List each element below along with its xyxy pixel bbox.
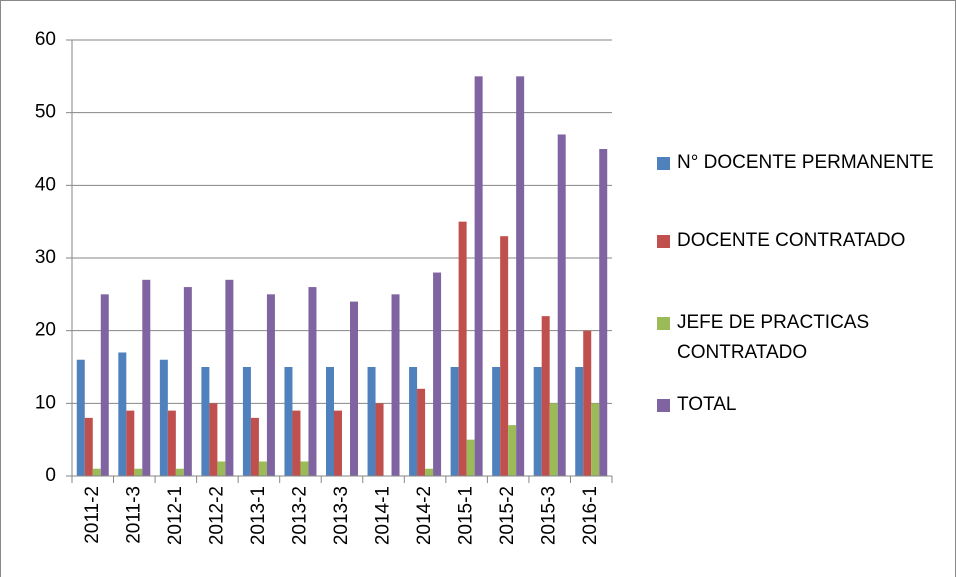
bar <box>516 76 525 476</box>
bar <box>549 403 558 476</box>
bar <box>350 301 358 476</box>
bar <box>466 439 475 476</box>
bar <box>533 367 542 476</box>
x-tick-label: 2014-2 <box>414 486 435 545</box>
x-tick-label: 2013-1 <box>248 486 269 545</box>
bar <box>118 352 127 476</box>
bar <box>209 403 218 476</box>
x-tick-label: 2015-2 <box>497 486 518 545</box>
legend-swatch <box>657 317 670 330</box>
bar <box>100 294 109 476</box>
legend-item: TOTAL <box>657 390 947 420</box>
bar <box>76 359 85 476</box>
bar <box>583 330 592 476</box>
x-tick-label: 2015-1 <box>456 486 477 545</box>
bar <box>334 410 342 476</box>
bar <box>375 403 384 476</box>
legend-label: DOCENTE CONTRATADO <box>677 230 906 251</box>
bar <box>474 76 483 476</box>
bar <box>458 221 467 476</box>
bar <box>266 294 275 476</box>
legend-item: N° DOCENTE PERMANENTE <box>657 148 947 178</box>
bar <box>217 461 226 476</box>
bar <box>599 149 608 476</box>
y-tick-label: 40 <box>35 174 56 195</box>
bar <box>391 294 400 476</box>
y-tick-label: 50 <box>35 102 56 123</box>
bar <box>508 425 517 476</box>
bar <box>84 417 93 476</box>
bar <box>425 468 434 476</box>
bar <box>308 287 317 476</box>
bar <box>167 410 176 476</box>
legend-label: TOTAL <box>677 394 737 415</box>
bar <box>575 367 584 476</box>
bar <box>201 367 210 476</box>
bar <box>183 287 192 476</box>
bar <box>591 403 600 476</box>
y-tick-label: 60 <box>35 29 56 50</box>
x-tick-label: 2015-3 <box>539 486 560 545</box>
bar <box>250 417 259 476</box>
bar <box>242 367 251 476</box>
legend-item: JEFE DE PRACTICAS CONTRATADO <box>657 308 947 368</box>
bar <box>225 279 234 476</box>
bar <box>175 468 184 476</box>
legend-swatch <box>657 157 670 170</box>
x-tick-label: 2012-1 <box>165 486 186 545</box>
bar <box>300 461 309 476</box>
bar <box>541 316 550 476</box>
bar <box>409 367 418 476</box>
bar <box>92 468 101 476</box>
legend-swatch <box>657 399 670 412</box>
bar <box>292 410 301 476</box>
x-tick-label: 2013-3 <box>331 486 352 545</box>
x-tick-label: 2011-3 <box>123 486 144 544</box>
x-tick-label: 2012-2 <box>206 486 227 545</box>
legend-label: JEFE DE PRACTICAS CONTRATADO <box>677 312 870 363</box>
bar <box>417 388 426 476</box>
y-tick-label: 30 <box>35 247 56 268</box>
bar <box>142 279 151 476</box>
bar <box>367 367 376 476</box>
bar <box>258 461 267 476</box>
y-tick-label: 10 <box>35 392 56 413</box>
bar <box>284 367 293 476</box>
bar <box>433 272 442 476</box>
legend-label: N° DOCENTE PERMANENTE <box>677 152 934 173</box>
x-tick-label: 2016-1 <box>580 486 601 545</box>
x-tick-label: 2013-2 <box>289 486 310 545</box>
bar <box>126 410 135 476</box>
legend-item: DOCENTE CONTRATADO <box>657 226 947 256</box>
x-tick-label: 2014-1 <box>373 486 394 545</box>
bar <box>500 236 509 476</box>
bar <box>326 367 334 476</box>
y-tick-label: 20 <box>35 320 56 341</box>
bar <box>492 367 501 476</box>
y-tick-label: 0 <box>45 465 56 486</box>
bar <box>134 468 143 476</box>
bar <box>159 359 168 476</box>
legend-swatch <box>657 235 670 248</box>
x-tick-label: 2011-2 <box>82 486 103 544</box>
bar <box>557 134 566 476</box>
bar <box>450 367 459 476</box>
